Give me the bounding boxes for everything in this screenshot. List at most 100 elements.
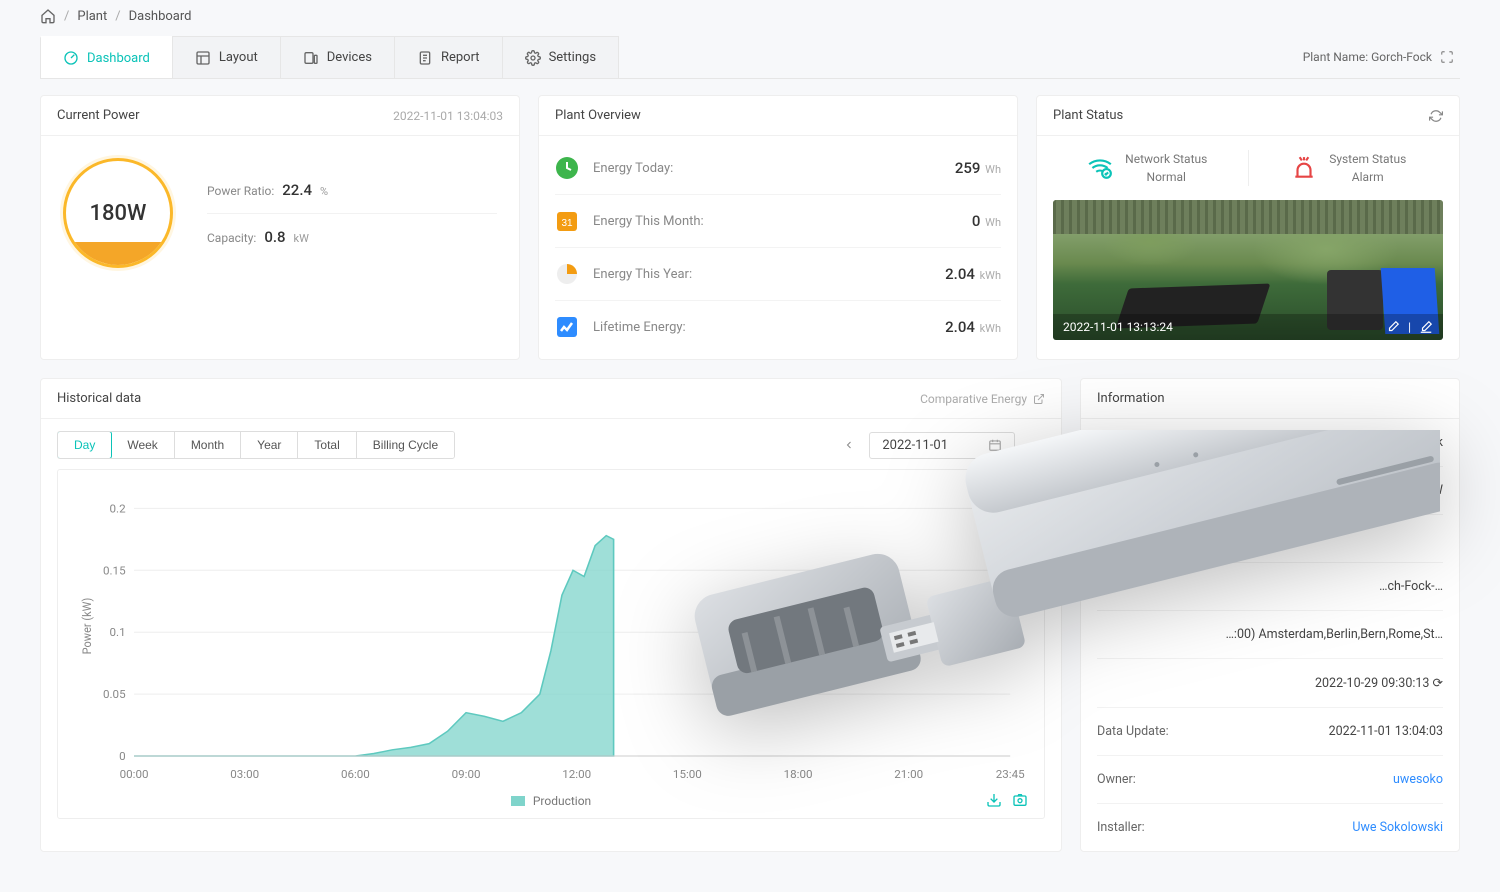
overview-value: 2.04 [945, 318, 975, 336]
card-title: Information [1097, 391, 1165, 406]
svg-text:21:00: 21:00 [894, 768, 923, 781]
external-icon [1033, 393, 1045, 405]
info-label: Country/Region: [1097, 531, 1187, 546]
tab-dashboard[interactable]: Dashboard [40, 36, 173, 78]
overview-row: Lifetime Energy:2.04 kWh [555, 301, 1001, 353]
period-segmented: DayWeekMonthYearTotalBilling Cycle [57, 431, 455, 459]
gauge-value: 180W [90, 201, 147, 226]
tabbar-row: Dashboard Layout Devices Report Settings… [40, 36, 1460, 79]
overview-value: 0 [972, 212, 981, 230]
date-value: 2022-11-01 [882, 438, 948, 453]
svg-text:0.2: 0.2 [110, 503, 126, 516]
info-value[interactable]: uwesoko [1393, 772, 1443, 787]
overview-value: 2.04 [945, 265, 975, 283]
info-value[interactable]: Uwe Sokolowski [1352, 820, 1443, 835]
overview-label: Lifetime Energy: [593, 320, 931, 335]
svg-text:00:00: 00:00 [120, 768, 149, 781]
power-gauge: 180W [63, 158, 173, 268]
breadcrumb-current: Dashboard [129, 9, 192, 24]
wifi-check-icon [1087, 155, 1113, 181]
overview-unit: Wh [982, 163, 1001, 176]
overview-icon [555, 315, 579, 339]
power-ratio-label: Power Ratio: [207, 184, 274, 198]
info-value: 2022-10-29 09:30:13 ⟳ [1315, 675, 1443, 691]
info-value: 2022-11-01 13:04:03 [1329, 724, 1443, 739]
info-row: Country/Region: [1097, 515, 1443, 563]
next-date-button[interactable] [1025, 435, 1045, 455]
current-power-timestamp: 2022-11-01 13:04:03 [393, 109, 503, 123]
svg-text:31: 31 [561, 218, 573, 229]
info-row: Installer: Uwe Sokolowski [1097, 804, 1443, 851]
layout-icon [195, 50, 211, 66]
gauge-fill [66, 242, 170, 265]
svg-text:03:00: 03:00 [230, 768, 259, 781]
plant-status-card: Plant Status Network Status Normal Syste… [1036, 95, 1460, 360]
overview-icon [555, 156, 579, 180]
overview-icon [555, 262, 579, 286]
legend-label: Production [533, 794, 591, 808]
info-row: Plant Name:Gorch-Fock [1097, 419, 1443, 467]
overview-unit: Wh [982, 216, 1001, 229]
period-week[interactable]: Week [111, 432, 174, 458]
expand-icon[interactable] [1440, 50, 1454, 64]
report-icon [417, 50, 433, 66]
chevron-left-icon [843, 439, 855, 451]
comparative-link[interactable]: Comparative Energy [920, 392, 1045, 406]
overview-label: Energy This Month: [593, 214, 958, 229]
svg-text:12:00: 12:00 [562, 768, 591, 781]
breadcrumb-sep: / [115, 9, 120, 24]
period-total[interactable]: Total [298, 432, 356, 458]
legend-swatch [511, 796, 525, 806]
refresh-icon[interactable] [1429, 109, 1443, 123]
breadcrumb-plant[interactable]: Plant [77, 9, 107, 24]
current-power-card: Current Power 2022-11-01 13:04:03 180W P… [40, 95, 520, 360]
info-label: Data Update: [1097, 724, 1169, 739]
overview-unit: kWh [977, 269, 1001, 282]
historical-card: Historical data Comparative Energy DayWe… [40, 378, 1062, 852]
dashboard-icon [63, 50, 79, 66]
download-icon[interactable] [986, 792, 1002, 808]
tab-layout[interactable]: Layout [172, 36, 281, 78]
info-row: Capacity:0.8 kW [1097, 467, 1443, 515]
info-value: Gorch-Fock [1380, 435, 1443, 450]
info-label: Installer: [1097, 820, 1145, 835]
photo-timestamp: 2022-11-01 13:13:24 [1063, 320, 1173, 334]
capacity-label: Capacity: [207, 231, 256, 245]
edit-underline-icon[interactable] [1419, 320, 1433, 334]
chart-legend: Production [76, 794, 1026, 808]
info-value: …ch-Fock-… [1379, 579, 1443, 594]
system-status-value: Alarm [1329, 168, 1406, 186]
screenshot-icon[interactable] [1012, 792, 1028, 808]
plant-photo[interactable]: 2022-11-01 13:13:24 | [1053, 200, 1443, 340]
capacity-value: 0.8 [264, 228, 285, 246]
alarm-icon [1291, 155, 1317, 181]
prev-date-button[interactable] [839, 435, 859, 455]
edit-icon[interactable] [1386, 320, 1400, 334]
info-row: …:00) Amsterdam,Berlin,Bern,Rome,St… [1097, 611, 1443, 659]
period-day[interactable]: Day [57, 431, 112, 459]
svg-text:0.05: 0.05 [103, 688, 126, 701]
tab-report[interactable]: Report [394, 36, 503, 78]
date-picker[interactable]: 2022-11-01 [869, 432, 1015, 459]
info-value: …:00) Amsterdam,Berlin,Bern,Rome,St… [1226, 627, 1443, 642]
tab-devices[interactable]: Devices [280, 36, 395, 78]
svg-text:09:00: 09:00 [452, 768, 481, 781]
tab-label: Dashboard [87, 51, 150, 66]
tab-settings[interactable]: Settings [502, 36, 619, 78]
network-status: Network Status Normal [1047, 150, 1248, 186]
plant-overview-card: Plant Overview Energy Today:259 Wh31Ener… [538, 95, 1018, 360]
period-year[interactable]: Year [241, 432, 298, 458]
tab-label: Layout [219, 50, 258, 65]
svg-text:06:00: 06:00 [341, 768, 370, 781]
home-icon[interactable] [40, 8, 56, 24]
period-month[interactable]: Month [175, 432, 241, 458]
calendar-icon [988, 438, 1002, 452]
overview-value: 259 [955, 159, 981, 177]
period-billing-cycle[interactable]: Billing Cycle [357, 432, 454, 458]
info-label: Capacity: [1097, 483, 1148, 498]
plant-name-display: Plant Name: Gorch-Fock [1303, 50, 1460, 64]
capacity-unit: kW [294, 232, 309, 245]
row2: Historical data Comparative Energy DayWe… [40, 378, 1460, 852]
info-row: Owner:uwesoko [1097, 756, 1443, 804]
card-title: Current Power [57, 108, 139, 123]
